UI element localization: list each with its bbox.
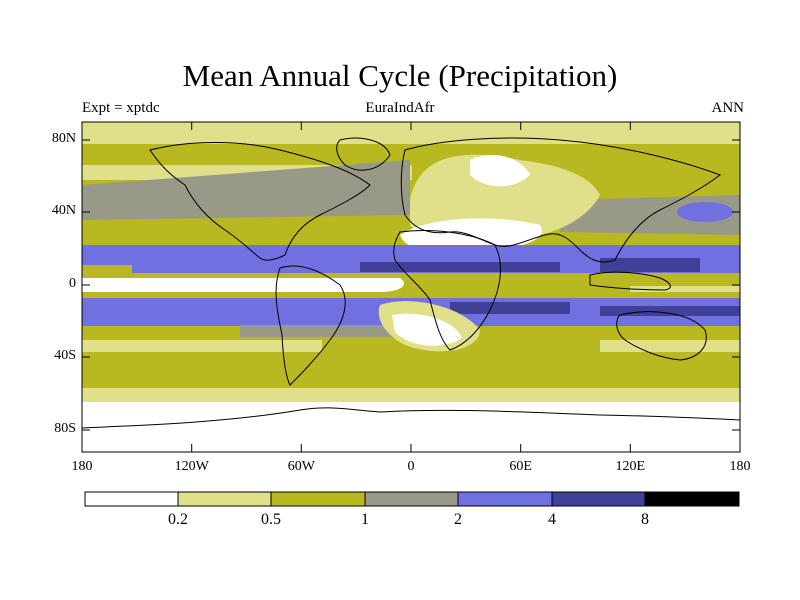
lat-label-0: 0 (69, 276, 76, 291)
europe-asia-coast (400, 137, 722, 263)
band-south-light-2 (600, 340, 740, 352)
colorbar-box-4 (457, 491, 553, 507)
band-ntropic-dark-2 (600, 258, 700, 272)
lon-ticks (81, 122, 741, 452)
band-stropic-grey (240, 325, 400, 337)
colorbar-box-6 (644, 491, 740, 507)
lon-label-180w: 180 (71, 459, 93, 474)
colorbar (84, 491, 740, 507)
band-ntropic-dark-1 (360, 262, 560, 272)
band-north-grey (82, 160, 410, 220)
region-label: EuraIndAfr (365, 100, 435, 116)
band-north-light (82, 122, 740, 144)
indonesia-coast (589, 271, 671, 291)
pacific-blue-north (677, 202, 733, 222)
colorbar-box-0 (84, 491, 179, 507)
south-america-coast (275, 265, 346, 386)
antarctica-coast (82, 407, 740, 429)
lat-label-40s: 40S (54, 348, 76, 363)
colorbar-box-2 (270, 491, 366, 507)
equator-dry (82, 278, 404, 292)
north-america-coast (149, 142, 371, 261)
lat-label-80n: 80N (51, 131, 76, 146)
colorbar-label-1: 0.2 (168, 511, 188, 528)
lon-label-60e: 60E (509, 459, 532, 474)
colorbar-label-6: 8 (641, 511, 649, 528)
lon-label-60w: 60W (287, 459, 315, 474)
colorbar-label-3: 1 (361, 511, 369, 528)
greenland-coast (336, 137, 391, 171)
south-atlantic-white (392, 313, 462, 346)
lon-label-0: 0 (407, 459, 415, 474)
lon-label-120w: 120W (174, 459, 209, 474)
band-stropic-dark-1 (450, 302, 570, 314)
lon-label-120e: 120E (615, 459, 646, 474)
colorbar-box-1 (177, 491, 272, 507)
australia-coast (616, 311, 707, 361)
band-southern-olive (82, 352, 740, 390)
lon-label-180e: 180 (729, 459, 751, 474)
coastlines (82, 137, 740, 429)
central-asia-dry (470, 155, 530, 187)
africa-coast (393, 230, 501, 351)
lat-label-80s: 80S (54, 421, 76, 436)
colorbar-box-3 (364, 491, 459, 507)
band-south-light (82, 340, 322, 352)
experiment-label: Expt = xptdc (82, 100, 160, 116)
precipitation-field (82, 122, 740, 452)
lat-ticks (82, 139, 740, 431)
colorbar-label-2: 0.5 (261, 511, 281, 528)
equator-dry-east (630, 286, 740, 292)
colorbar-box-5 (551, 491, 646, 507)
lat-label-40n: 40N (51, 203, 76, 218)
band-ntropic-olive-1 (82, 265, 132, 273)
band-stropic-dark-2 (600, 306, 740, 316)
season-label: ANN (711, 100, 745, 116)
band-antarctic-light (82, 388, 740, 404)
page-title: Mean Annual Cycle (Precipitation) (182, 58, 618, 93)
eurasia-dry (410, 154, 600, 239)
colorbar-label-5: 4 (548, 511, 556, 528)
colorbar-label-4: 2 (454, 511, 462, 528)
